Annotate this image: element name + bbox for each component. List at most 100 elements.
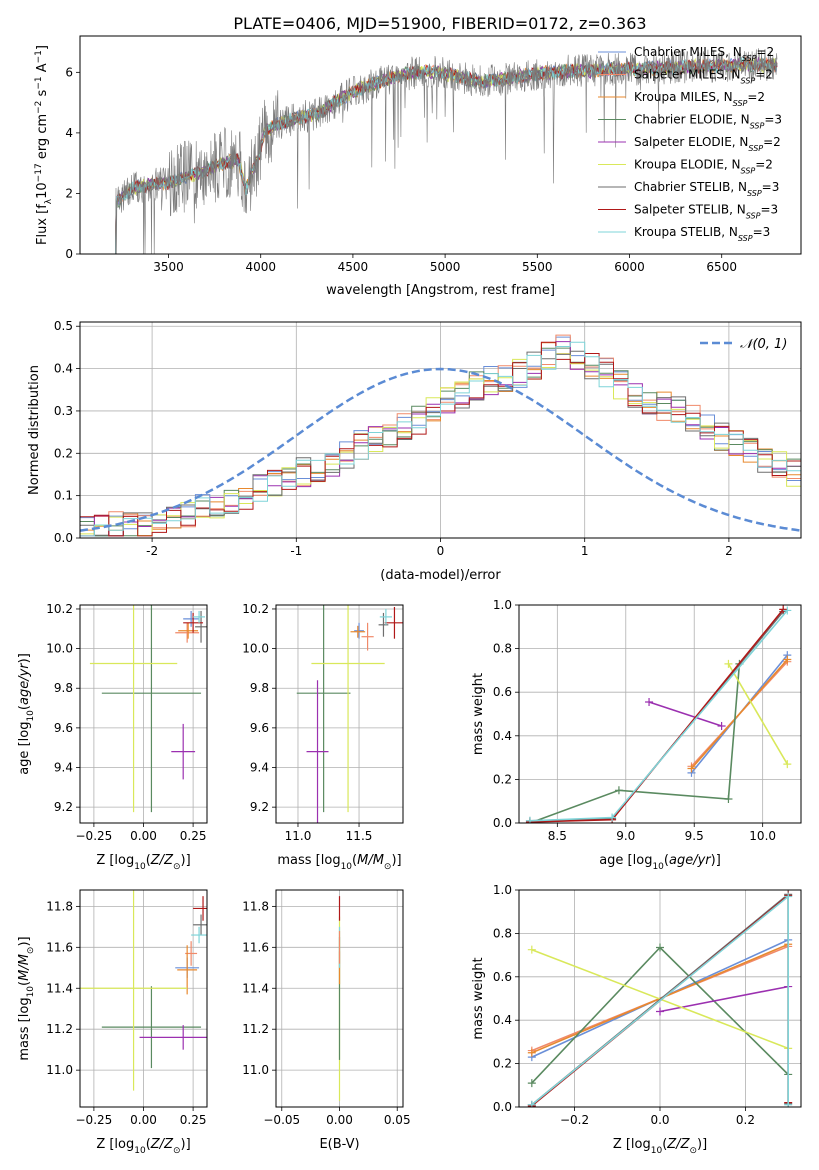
x-tick-label: 0.00 bbox=[326, 1113, 353, 1127]
y-tick-label: 10.0 bbox=[242, 642, 269, 656]
weight-marker bbox=[724, 795, 733, 804]
x-tick-label: 0.0 bbox=[650, 1113, 669, 1127]
y-axis-label: Flux [fλ10−17 erg cm−2 s−1 A−1] bbox=[34, 45, 54, 245]
axes-frame bbox=[275, 604, 404, 824]
y-tick-label: 11.6 bbox=[46, 940, 73, 954]
histogram-legend: 𝒩(0, 1) bbox=[700, 337, 787, 352]
y-tick-label: 4 bbox=[65, 126, 73, 140]
y-tick-label: 0.2 bbox=[493, 772, 512, 786]
x-tick-label: 2 bbox=[725, 544, 733, 558]
grid bbox=[80, 605, 207, 823]
weight-marker bbox=[527, 945, 536, 954]
x-axis-label: age [log10(age/yr)] bbox=[599, 853, 721, 872]
x-tick-label: 0.25 bbox=[180, 1113, 207, 1127]
y-axis-label: mass weight bbox=[471, 673, 486, 755]
y-tick-label: 11.0 bbox=[46, 1063, 73, 1077]
spectrum-data-line bbox=[113, 48, 778, 254]
x-tick-label: 10.0 bbox=[749, 829, 776, 843]
y-tick-label: 1.0 bbox=[493, 883, 512, 897]
y-tick-label: 0.6 bbox=[493, 970, 512, 984]
weight-line bbox=[727, 663, 788, 765]
y-tick-label: 9.8 bbox=[250, 681, 269, 695]
weight-line bbox=[529, 608, 784, 823]
spectrum-panel: 3500 4000 4500 5000 5500 6000 6500 0 2 4 6 waveleng… bbox=[34, 35, 802, 298]
y-tick-label: 11.0 bbox=[242, 1063, 269, 1077]
y-tick-label: 9.8 bbox=[54, 681, 73, 695]
legend-entry: Salpeter ELODIE, NSSP=2 bbox=[634, 135, 781, 153]
legend-entry: Chabrier ELODIE, NSSP=3 bbox=[634, 113, 782, 131]
y-tick-label: 0.8 bbox=[493, 926, 512, 940]
x-tick-label: −0.25 bbox=[76, 829, 113, 843]
weight-line bbox=[690, 658, 788, 770]
x-tick-label: −0.25 bbox=[76, 1113, 113, 1127]
x-tick-label: 0.25 bbox=[180, 829, 207, 843]
x-tick-label: 0 bbox=[437, 544, 445, 558]
weight-marker bbox=[784, 892, 793, 901]
legend-entry: Salpeter MILES, NSSP=2 bbox=[634, 68, 773, 86]
y-tick-label: 11.6 bbox=[242, 940, 269, 954]
x-tick-label: -2 bbox=[146, 544, 158, 558]
y-tick-label: 0.0 bbox=[54, 531, 73, 545]
weight-marker bbox=[724, 659, 733, 668]
y-tick-label: 2 bbox=[65, 186, 73, 200]
weight-marker bbox=[656, 1007, 664, 1016]
axes-frame bbox=[79, 35, 802, 255]
weight-marker bbox=[779, 605, 788, 614]
weight-line bbox=[529, 609, 788, 822]
y-axis-label: Normed distribution bbox=[27, 365, 42, 495]
y-tick-label: 0.8 bbox=[493, 642, 512, 656]
y-tick-label: 11.2 bbox=[46, 1022, 73, 1036]
x-axis-label: (data-model)/error bbox=[380, 568, 501, 583]
x-tick-label: 6500 bbox=[706, 260, 737, 274]
legend-entry: Salpeter STELIB, NSSP=3 bbox=[634, 203, 778, 221]
histogram-step bbox=[80, 336, 801, 537]
y-tick-label: 11.4 bbox=[46, 981, 73, 995]
y-tick-label: 10.0 bbox=[46, 642, 73, 656]
weight-marker bbox=[525, 816, 534, 823]
weight-marker bbox=[687, 764, 696, 773]
y-tick-label: 9.6 bbox=[250, 721, 269, 735]
legend-entry: Chabrier STELIB, NSSP=3 bbox=[634, 180, 779, 198]
grid bbox=[276, 605, 403, 823]
x-axis-label: Z [log10(Z/Z⊙)] bbox=[96, 1137, 190, 1156]
histogram-step bbox=[80, 341, 801, 537]
mass-vs-Z-panel: −0.25 0.00 0.25 11.0 11.2 11.4 11.6 11.8 Z [log1… bbox=[17, 889, 208, 1156]
y-tick-label: 0.4 bbox=[493, 729, 512, 743]
grid bbox=[519, 604, 801, 824]
y-tick-label: 0.4 bbox=[54, 362, 73, 376]
weight-vs-Z-panel: −0.2 0.0 0.2 0.0 0.2 0.4 0.6 0.8 1.0 Z [log10(Z/Z… bbox=[471, 883, 802, 1156]
x-tick-label: -1 bbox=[290, 544, 302, 558]
y-tick-label: 0.2 bbox=[54, 446, 73, 460]
weight-marker bbox=[614, 786, 623, 795]
legend-entry: Kroupa MILES, NSSP=2 bbox=[634, 90, 765, 108]
plot-area bbox=[89, 605, 207, 813]
x-tick-label: 11.0 bbox=[285, 829, 312, 843]
y-tick-label: 0.4 bbox=[493, 1013, 512, 1027]
x-tick-label: 4500 bbox=[338, 260, 369, 274]
x-axis-label: Z [log10(Z/Z⊙)] bbox=[613, 1137, 707, 1156]
plot-area bbox=[113, 48, 778, 254]
y-tick-label: 9.2 bbox=[250, 800, 269, 814]
weight-marker bbox=[783, 606, 792, 615]
figure-title: PLATE=0406, MJD=51900, FIBERID=0172, z=0… bbox=[233, 14, 646, 33]
y-tick-label: 0.5 bbox=[54, 319, 73, 333]
gaussian-curve bbox=[80, 367, 801, 532]
x-tick-label: 6000 bbox=[614, 260, 645, 274]
y-tick-label: 10.2 bbox=[242, 602, 269, 616]
x-axis-label: mass [log10(M/M⊙)] bbox=[277, 853, 401, 872]
x-tick-label: 11.5 bbox=[346, 829, 373, 843]
x-tick-label: 0.2 bbox=[736, 1113, 755, 1127]
age-vs-Z-panel: −0.25 0.00 0.25 9.2 9.4 9.6 9.8 10.0 10.2 Z [log1… bbox=[17, 602, 208, 872]
y-tick-label: 9.4 bbox=[250, 761, 269, 775]
x-tick-label: 9.0 bbox=[616, 829, 635, 843]
weight-line bbox=[648, 701, 722, 727]
y-tick-label: 11.4 bbox=[242, 981, 269, 995]
legend-entry: 𝒩(0, 1) bbox=[740, 337, 787, 352]
plot-area bbox=[80, 890, 207, 1091]
weight-marker bbox=[527, 1079, 536, 1088]
weight-marker bbox=[717, 721, 726, 730]
weight-line bbox=[529, 663, 741, 823]
legend-entry: Kroupa STELIB, NSSP=3 bbox=[634, 225, 770, 243]
histogram-step bbox=[80, 350, 801, 537]
y-tick-label: 11.2 bbox=[242, 1022, 269, 1036]
